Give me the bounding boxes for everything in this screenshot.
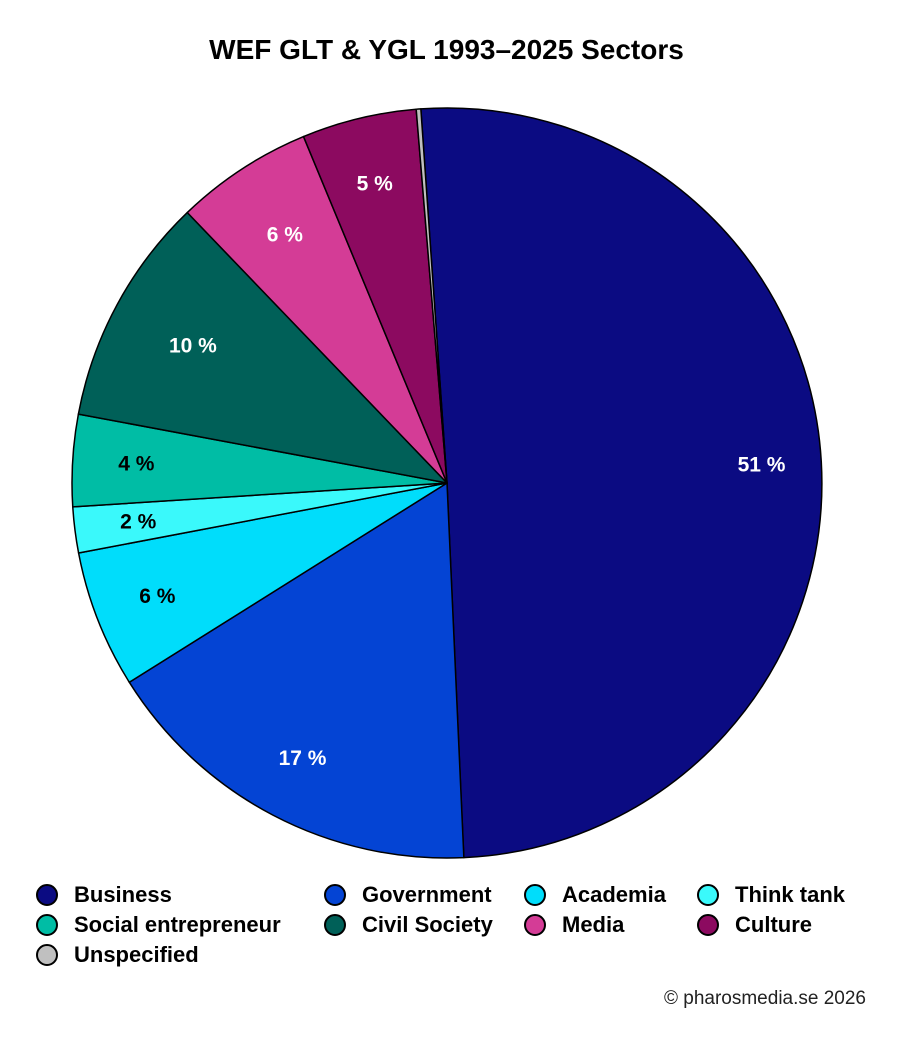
data-label-culture: 5 %: [357, 173, 394, 196]
copyright-credit: © pharosmedia.se 2026: [663, 988, 866, 1009]
pie-slice-academia: [77, 482, 448, 684]
data-label-civil-society: 10 %: [169, 334, 217, 357]
data-label-social-entrepreneur: 4 %: [118, 453, 155, 476]
pie-slice-civil-society: [77, 211, 448, 484]
chart-title: WEF GLT & YGL 1993–2025 Sectors: [209, 34, 684, 65]
data-label-business: 51 %: [738, 453, 786, 476]
data-label-media: 6 %: [267, 224, 304, 247]
data-label-academia: 6 %: [139, 585, 176, 608]
pie-slice-business: [420, 107, 823, 859]
data-label-think-tank: 2 %: [120, 511, 157, 534]
pie-slice-government: [128, 482, 465, 859]
data-label-government: 17 %: [279, 747, 327, 770]
pie-slice-unspecified: [415, 108, 448, 484]
pie-slice-media: [186, 135, 448, 484]
